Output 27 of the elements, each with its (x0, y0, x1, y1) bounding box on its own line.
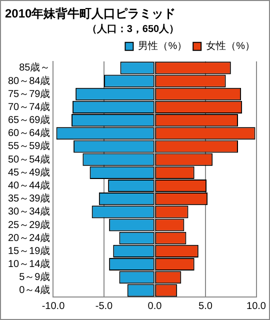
y-tick-label: 80～84歳 (8, 74, 50, 87)
x-tick-label: 0.0 (148, 300, 162, 312)
y-tick-label: 55～59歳 (8, 140, 50, 152)
y-tick-label: 10～14歳 (8, 258, 50, 270)
y-tick-label: 60～64歳 (8, 127, 50, 140)
x-tick-label: 10.0 (246, 300, 266, 312)
x-tick-label: -10.0 (42, 300, 66, 312)
y-tick-label: 5～9歳 (19, 271, 50, 284)
chart-title: 2010年妹背牛町人口ピラミッド (5, 6, 176, 21)
x-tick-label: -5.0 (95, 300, 114, 312)
chart-subtitle: （人口：3，650人） (86, 23, 180, 36)
legend-label: 男性（%） (138, 40, 188, 52)
y-tick-label: 25～29歳 (8, 218, 50, 231)
y-tick-label: 50～54歳 (8, 153, 50, 166)
y-tick-label: 70～74歳 (8, 100, 50, 113)
y-tick-label: 20～24歳 (8, 232, 50, 244)
y-tick-label: 35～39歳 (8, 192, 50, 205)
y-tick-label: 30～34歳 (8, 206, 50, 218)
y-tick-label: 85歳～ (19, 62, 50, 74)
legend-label: 女性（%） (206, 40, 256, 52)
y-tick-label: 0～4歳 (19, 284, 50, 296)
y-tick-label: 45～49歳 (8, 166, 50, 178)
y-tick-label: 15～19歳 (8, 244, 50, 257)
x-tick-label: 5.0 (198, 300, 213, 312)
y-tick-label: 40～44歳 (8, 179, 50, 192)
y-tick-label: 65～69歳 (8, 114, 50, 126)
y-tick-label: 75～79歳 (8, 88, 50, 100)
